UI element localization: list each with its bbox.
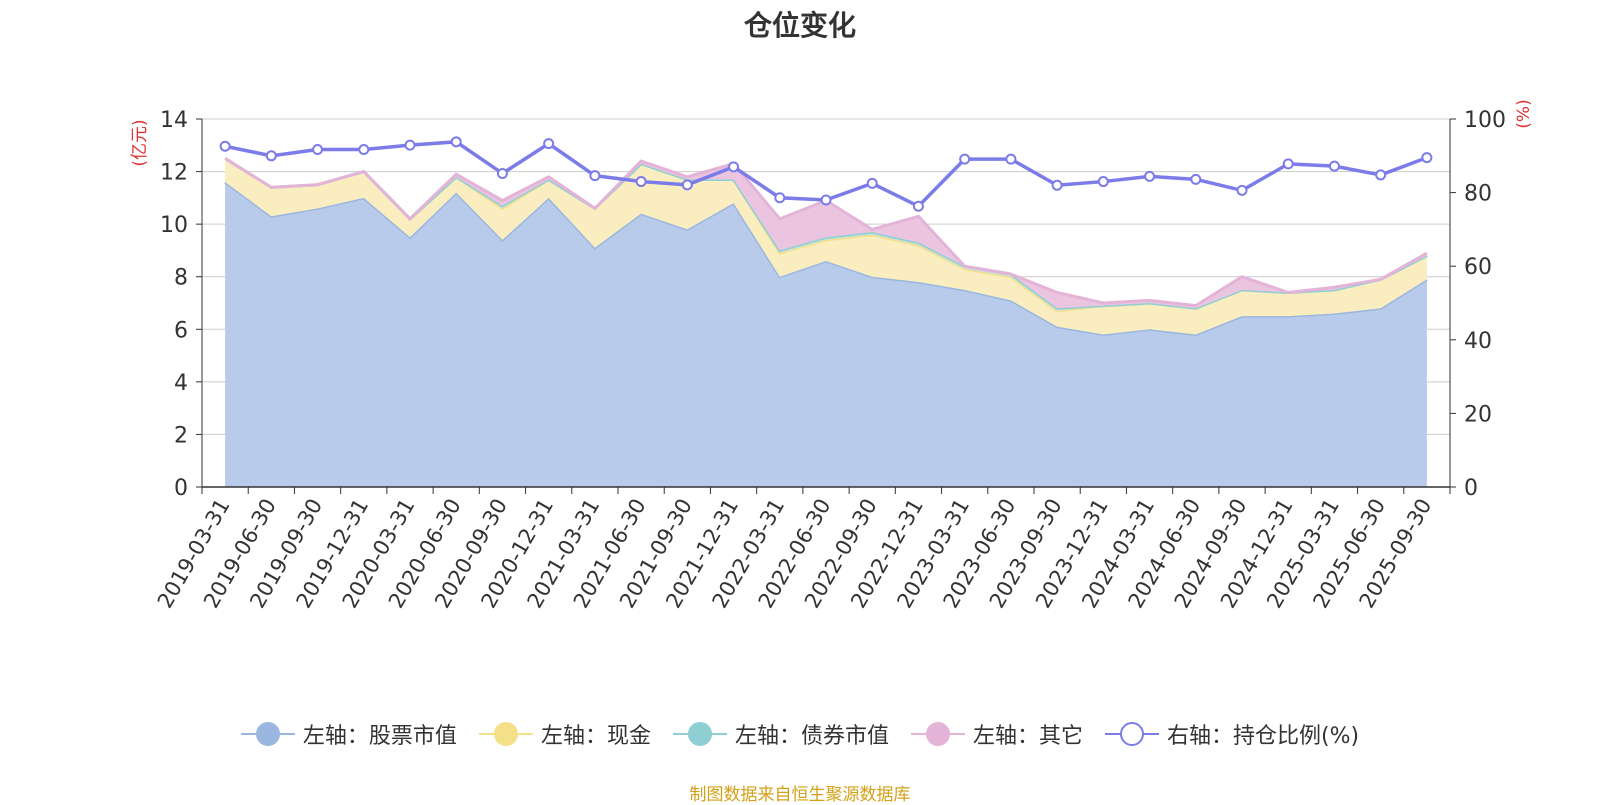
holding-ratio-point bbox=[589, 170, 601, 182]
stacked-areas bbox=[224, 157, 1428, 487]
right-axis-tick-label: 0 bbox=[1464, 476, 1478, 501]
legend-marker-icon bbox=[240, 721, 295, 747]
holding-ratio-point bbox=[635, 176, 647, 188]
holding-ratio-point bbox=[820, 194, 832, 206]
holding-ratio-point bbox=[1144, 170, 1156, 182]
right-axis-tick-label: 100 bbox=[1464, 108, 1506, 133]
legend-label: 左轴：债券市值 bbox=[734, 724, 889, 749]
holding-ratio-point bbox=[1375, 169, 1387, 181]
right-axis-tick-label: 20 bbox=[1464, 402, 1492, 427]
legend-item[interactable]: 左轴：现金 bbox=[478, 718, 651, 750]
left-axis-tick-label: 6 bbox=[174, 318, 188, 343]
legend-item[interactable]: 左轴：债券市值 bbox=[672, 718, 889, 750]
holding-ratio-point bbox=[774, 192, 786, 204]
holding-ratio-line-layer bbox=[219, 136, 1433, 212]
holding-ratio-point bbox=[1051, 179, 1063, 191]
data-source-note: 制图数据来自恒生聚源数据库 bbox=[689, 785, 911, 805]
left-axis-tick-label: 0 bbox=[174, 476, 188, 501]
chart-plot: 024681012140204060801002019-03-312019-06… bbox=[130, 99, 1534, 612]
chart-title: 仓位变化 bbox=[743, 9, 856, 42]
legend: 左轴：股票市值 左轴：现金 左轴：债券市值 左轴：其它 右轴：持仓比例(%) bbox=[0, 718, 1600, 750]
holding-ratio-point bbox=[1097, 176, 1109, 188]
holding-ratio-point bbox=[219, 140, 231, 152]
legend-label: 左轴：其它 bbox=[972, 724, 1083, 749]
left-axis-tick-label: 14 bbox=[160, 108, 188, 133]
legend-label: 右轴：持仓比例(%) bbox=[1166, 724, 1360, 749]
holding-ratio-point bbox=[728, 161, 740, 173]
right-axis-tick-label: 80 bbox=[1464, 182, 1492, 207]
holding-ratio-point bbox=[496, 167, 508, 179]
holding-ratio-point bbox=[1005, 153, 1017, 165]
left-axis-tick-label: 4 bbox=[174, 371, 188, 396]
area-series-1 bbox=[225, 158, 1427, 335]
right-axis-tick-label: 60 bbox=[1464, 255, 1492, 280]
holding-ratio-point bbox=[312, 144, 324, 156]
holding-ratio-point bbox=[681, 179, 693, 191]
holding-ratio-point bbox=[1282, 158, 1294, 170]
holding-ratio-point bbox=[265, 150, 277, 162]
legend-marker-icon bbox=[910, 721, 965, 747]
holding-ratio-point bbox=[959, 153, 971, 165]
holding-ratio-point bbox=[1236, 184, 1248, 196]
legend-marker-icon bbox=[672, 721, 727, 747]
holding-ratio-point bbox=[358, 144, 370, 156]
legend-marker-icon bbox=[1104, 721, 1159, 747]
legend-label: 左轴：股票市值 bbox=[302, 724, 457, 749]
area-series-0 bbox=[225, 182, 1427, 487]
left-axis-tick-label: 10 bbox=[160, 213, 188, 238]
right-axis-unit: (%) bbox=[1514, 99, 1534, 128]
holding-ratio-point bbox=[866, 177, 878, 189]
holding-ratio-point bbox=[1190, 173, 1202, 185]
right-axis-tick-label: 40 bbox=[1464, 329, 1492, 354]
holding-ratio-point bbox=[1328, 160, 1340, 172]
left-axis-tick-label: 8 bbox=[174, 266, 188, 291]
holding-ratio-point bbox=[404, 139, 416, 151]
legend-label: 左轴：现金 bbox=[540, 724, 651, 749]
legend-item[interactable]: 左轴：股票市值 bbox=[240, 718, 457, 750]
holding-ratio-point bbox=[543, 138, 555, 150]
left-axis-unit: (亿元) bbox=[130, 119, 150, 166]
left-axis-tick-label: 2 bbox=[174, 423, 188, 448]
holding-ratio-point bbox=[1421, 152, 1433, 164]
legend-item[interactable]: 右轴：持仓比例(%) bbox=[1104, 718, 1360, 750]
left-axis-tick-label: 12 bbox=[160, 161, 188, 186]
legend-item[interactable]: 左轴：其它 bbox=[910, 718, 1083, 750]
holding-ratio-point bbox=[450, 136, 462, 148]
holding-ratio-point bbox=[912, 200, 924, 212]
area-series-3 bbox=[225, 158, 1427, 309]
legend-marker-icon bbox=[478, 721, 533, 747]
